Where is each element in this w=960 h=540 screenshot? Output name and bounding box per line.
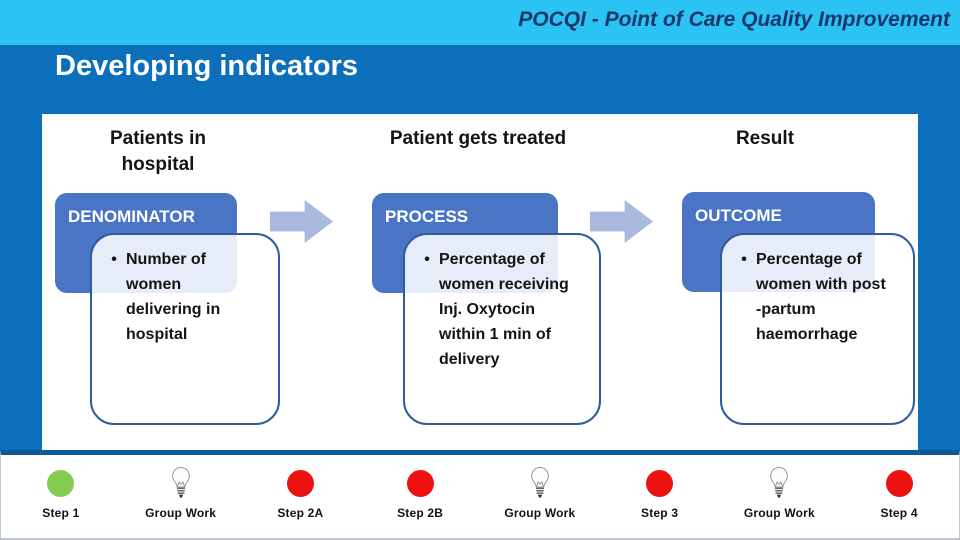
column-header-patients-in-hospital: Patients in hospital (109, 128, 207, 175)
group-work-2: Group Work (480, 455, 600, 538)
red-dot-icon (885, 469, 913, 497)
column-header-patient-gets-treated: Patient gets treated (389, 128, 567, 149)
bullet-icon: • (741, 251, 747, 268)
step-label: Group Work (743, 506, 815, 520)
light-bulb-icon (171, 466, 190, 498)
step-4: Step 4 (839, 455, 959, 538)
process-bullet-card: • Percentage of women receiving Inj. Oxy… (403, 233, 601, 425)
red-dot-icon (406, 469, 434, 497)
step-2a: Step 2A (241, 455, 361, 538)
step-2b: Step 2B (360, 455, 480, 538)
step-tracker-bar: Step 1 Group Work Step 2A Step 2B (0, 450, 960, 540)
green-dot-icon (47, 469, 75, 497)
step-label: Step 2B (397, 506, 444, 520)
brand-band: POCQI - Point of Care Quality Improvemen… (0, 0, 960, 45)
group-work-1: Group Work (121, 455, 241, 538)
step-label: Step 3 (641, 506, 679, 520)
column-header-result: Result (735, 128, 795, 149)
denominator-bullet-card: • Number of women delivering in hospital (90, 233, 280, 425)
step-label: Step 1 (42, 506, 80, 520)
red-dot-icon (286, 469, 314, 497)
denominator-bullet-text: Number of women delivering in hospital (126, 251, 221, 343)
brand-text: POCQI - Point of Care Quality Improvemen… (518, 8, 950, 31)
step-3: Step 3 (600, 455, 720, 538)
page-title: Developing indicators (55, 50, 358, 82)
step-label: Step 2A (277, 506, 324, 520)
step-label: Group Work (504, 506, 576, 520)
step-1: Step 1 (1, 455, 121, 538)
outcome-bullet-text: Percentage of women with post -partum ha… (756, 251, 886, 343)
bullet-icon: • (111, 251, 117, 268)
red-dot-icon (646, 469, 674, 497)
light-bulb-icon (770, 466, 789, 498)
process-bullet-text: Percentage of women receiving Inj. Oxyto… (439, 251, 569, 368)
bullet-icon: • (424, 251, 430, 268)
group-work-3: Group Work (720, 455, 840, 538)
outcome-bullet-card: • Percentage of women with post -partum … (720, 233, 915, 425)
step-label: Group Work (145, 506, 217, 520)
step-label: Step 4 (880, 506, 918, 520)
light-bulb-icon (530, 466, 549, 498)
